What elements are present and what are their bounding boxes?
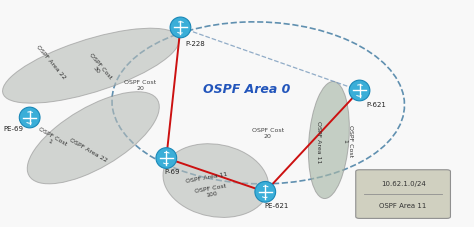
Text: P-228: P-228 xyxy=(185,41,205,47)
Text: OSPF Cost
1: OSPF Cost 1 xyxy=(34,126,67,151)
Ellipse shape xyxy=(170,18,191,39)
Text: OSPF Cost
20: OSPF Cost 20 xyxy=(252,127,284,138)
Text: OSPF Cost
1: OSPF Cost 1 xyxy=(342,124,353,156)
Text: 10.62.1.0/24: 10.62.1.0/24 xyxy=(381,180,426,186)
Text: OSPF Area 11: OSPF Area 11 xyxy=(316,121,320,163)
Ellipse shape xyxy=(2,29,179,104)
Text: P-69: P-69 xyxy=(164,168,180,174)
FancyBboxPatch shape xyxy=(356,170,450,218)
Ellipse shape xyxy=(255,182,276,202)
Text: OSPF Area 22: OSPF Area 22 xyxy=(69,137,108,162)
Text: OSPF Area 22: OSPF Area 22 xyxy=(35,44,66,80)
Text: PE-621: PE-621 xyxy=(264,202,289,208)
Text: P-621: P-621 xyxy=(366,101,386,107)
Ellipse shape xyxy=(156,148,177,169)
Text: OSPF Cost
20: OSPF Cost 20 xyxy=(124,80,156,91)
Ellipse shape xyxy=(349,81,370,101)
Ellipse shape xyxy=(19,108,40,128)
Ellipse shape xyxy=(309,82,349,199)
Ellipse shape xyxy=(163,144,269,217)
Text: OSPF Area 11: OSPF Area 11 xyxy=(379,202,427,208)
Text: OSPF Cost
100: OSPF Cost 100 xyxy=(194,183,228,199)
Ellipse shape xyxy=(27,92,159,184)
Text: PE-69: PE-69 xyxy=(4,126,24,132)
Text: OSPF Area 0: OSPF Area 0 xyxy=(203,82,290,95)
Text: OSPF Area 11: OSPF Area 11 xyxy=(185,171,228,183)
Text: OSPF Cost
30: OSPF Cost 30 xyxy=(83,52,112,83)
